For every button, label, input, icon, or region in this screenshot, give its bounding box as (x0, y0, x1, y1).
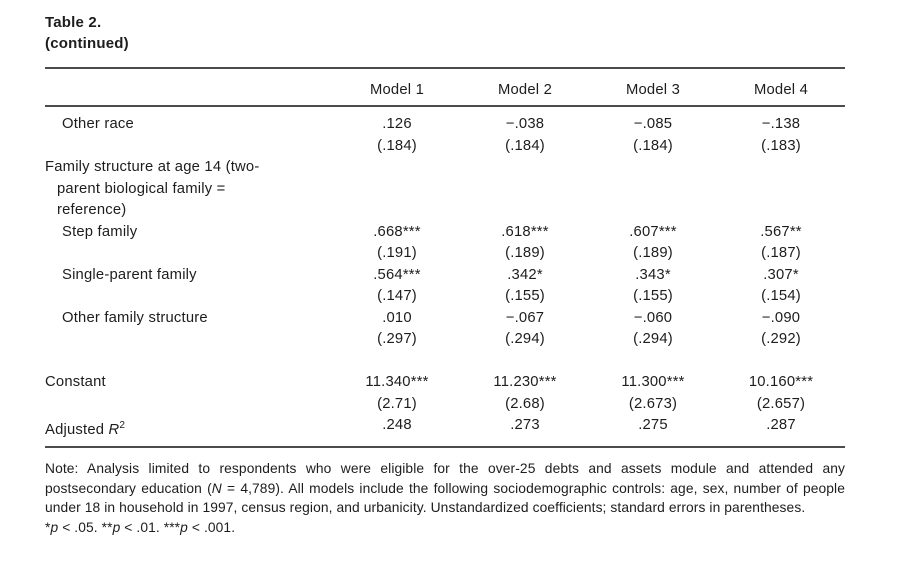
table-row: Other race .126 −.038 −.085 −.138 (45, 106, 845, 136)
coefficient-value: −.060 (633, 309, 673, 326)
table-header: Model 1 Model 2 Model 3 Model 4 (45, 68, 845, 107)
row-label: Constant (45, 374, 106, 390)
coefficient-value: .273 (510, 417, 540, 433)
coefficient-value: .275 (638, 417, 668, 433)
header-row: Model 1 Model 2 Model 3 Model 4 (45, 68, 845, 107)
row-label: Single-parent family (62, 266, 197, 283)
table-body: Other race .126 −.038 −.085 −.138 (.184) (.184… (45, 106, 845, 447)
table-row-se: (.191) (.189) (.189) (.187) (45, 243, 845, 265)
table-row-se: (.147) (.155) (.155) (.154) (45, 286, 845, 308)
coefficient-value: .126 (382, 116, 412, 132)
table-subtitle: (continued) (45, 35, 129, 52)
standard-error: (.294) (633, 331, 673, 347)
coefficient-value: .248 (382, 417, 412, 433)
coefficient-value: 11.300*** (621, 374, 685, 390)
table-note: Note: Analysis limited to respondents wh… (45, 461, 845, 516)
coefficient-value: .010 (382, 309, 412, 326)
column-header: Model 1 (333, 68, 461, 107)
coefficient-value: 11.230*** (493, 374, 557, 390)
coefficient-value: .564*** (373, 266, 421, 283)
row-label: Adjusted R2 (45, 420, 126, 438)
row-label-empty (45, 286, 333, 308)
regression-table: Model 1 Model 2 Model 3 Model 4 Other race.… (45, 67, 845, 449)
coefficient-value: −.038 (505, 116, 545, 132)
coefficient-value: 11.340*** (365, 374, 429, 390)
standard-error: (.189) (505, 245, 545, 261)
standard-error: (.294) (505, 331, 545, 347)
row-label-empty (45, 329, 333, 351)
row-label: Step family (62, 223, 138, 240)
standard-error: (.292) (761, 331, 801, 347)
section-row: parent biological family = (45, 179, 845, 201)
standard-error: (2.673) (628, 395, 678, 412)
standard-error: (.183) (761, 137, 801, 154)
table-row: Other family structure .010 −.067 −.060 −.09… (45, 308, 845, 330)
standard-error: (.184) (505, 137, 545, 154)
column-header: Model 3 (589, 68, 717, 107)
row-label: Other race (62, 116, 134, 132)
coefficient-value: −.138 (761, 116, 801, 132)
column-header: Model 4 (717, 68, 845, 107)
row-label-empty (45, 243, 333, 265)
coefficient-value: −.067 (505, 309, 545, 326)
row-label: Other family structure (62, 309, 208, 326)
table-row-se: (.297) (.294) (.294) (.292) (45, 329, 845, 351)
coefficient-value: .567** (760, 223, 802, 240)
table-title: Table 2. (45, 14, 102, 31)
section-label: parent biological family = (57, 180, 226, 197)
table-row: Adjusted R2 .248 .273 .275 .287 (45, 415, 845, 447)
spacer-row (45, 351, 845, 373)
table-row-se: (.184) (.184) (.184) (.183) (45, 136, 845, 158)
coefficient-value: .343* (635, 266, 671, 283)
coefficient-value: .287 (766, 417, 796, 433)
paper-page: Table 2. (continued) Model 1 Model 2 Model… (45, 12, 873, 535)
table-title-block: Table 2. (continued) (45, 12, 873, 54)
standard-error: (2.68) (505, 395, 545, 412)
standard-error: (.184) (633, 137, 673, 154)
coefficient-value: −.090 (761, 309, 801, 326)
standard-error: (.297) (377, 331, 417, 347)
coefficient-value: .607*** (629, 223, 677, 240)
spacer-cell (45, 351, 845, 373)
standard-error: (.155) (633, 288, 673, 304)
significance-note: *p < .05. **p < .01. ***p < .001. (45, 519, 236, 535)
header-empty-cell (45, 68, 333, 107)
standard-error: (2.71) (377, 395, 417, 412)
coefficient-value: 10.160*** (748, 374, 814, 390)
section-label: Family structure at age 14 (two- (45, 159, 260, 175)
coefficient-value: −.085 (633, 116, 673, 132)
standard-error: (.154) (761, 288, 801, 304)
coefficient-value: .618*** (501, 223, 549, 240)
coefficient-value: .307* (763, 266, 799, 283)
table-row: Single-parent family .564*** .342* .343* .30… (45, 265, 845, 287)
standard-error: (2.657) (756, 395, 806, 412)
table-row: Constant 11.340*** 11.230*** 11.300*** 10.16… (45, 372, 845, 394)
section-row: reference) (45, 200, 845, 222)
standard-error: (.184) (377, 137, 417, 154)
table-row: Step family .668*** .618*** .607*** .567** (45, 222, 845, 244)
coefficient-value: .342* (507, 266, 543, 283)
row-label-empty (45, 394, 333, 416)
column-header: Model 2 (461, 68, 589, 107)
standard-error: (.189) (633, 245, 673, 261)
section-row: Family structure at age 14 (two- (45, 157, 845, 179)
standard-error: (.155) (505, 288, 545, 304)
standard-error: (.187) (761, 245, 801, 261)
standard-error: (.191) (377, 245, 417, 261)
standard-error: (.147) (377, 288, 417, 304)
row-label-empty (45, 136, 333, 158)
table-row-se: (2.71) (2.68) (2.673) (2.657) (45, 394, 845, 416)
coefficient-value: .668*** (373, 223, 421, 240)
section-label: reference) (57, 202, 127, 218)
